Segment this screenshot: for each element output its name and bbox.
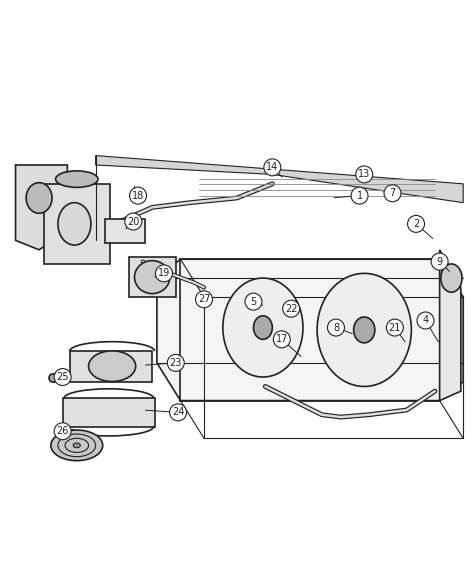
- Text: 17: 17: [275, 334, 288, 344]
- Ellipse shape: [441, 264, 462, 292]
- Ellipse shape: [135, 260, 170, 294]
- Circle shape: [167, 354, 184, 371]
- Ellipse shape: [89, 351, 136, 381]
- Text: 23: 23: [170, 358, 182, 368]
- Circle shape: [54, 423, 71, 440]
- Text: 21: 21: [389, 323, 401, 332]
- Ellipse shape: [354, 317, 375, 343]
- Ellipse shape: [58, 202, 91, 245]
- Text: 14: 14: [266, 162, 278, 172]
- Polygon shape: [63, 398, 155, 427]
- Circle shape: [408, 216, 425, 232]
- Text: 4: 4: [422, 316, 428, 325]
- Polygon shape: [70, 351, 152, 382]
- Text: 8: 8: [333, 323, 339, 332]
- Text: 5: 5: [250, 297, 256, 306]
- Polygon shape: [105, 219, 145, 243]
- Circle shape: [283, 300, 300, 317]
- Text: 22: 22: [285, 304, 298, 314]
- Polygon shape: [44, 184, 110, 264]
- Circle shape: [264, 159, 281, 176]
- Circle shape: [170, 404, 187, 421]
- Ellipse shape: [317, 273, 411, 386]
- Text: 26: 26: [56, 426, 69, 436]
- Circle shape: [245, 293, 262, 310]
- Ellipse shape: [223, 278, 303, 377]
- Ellipse shape: [26, 183, 52, 213]
- Circle shape: [196, 291, 212, 308]
- Ellipse shape: [73, 443, 80, 448]
- Polygon shape: [439, 250, 461, 401]
- Text: 27: 27: [198, 294, 210, 304]
- Text: 7: 7: [389, 188, 396, 198]
- Circle shape: [54, 369, 71, 385]
- Text: 18: 18: [132, 190, 144, 201]
- Polygon shape: [16, 165, 67, 250]
- Circle shape: [125, 213, 142, 230]
- Ellipse shape: [254, 316, 273, 339]
- Circle shape: [386, 319, 403, 336]
- Circle shape: [129, 187, 146, 204]
- Circle shape: [351, 187, 368, 204]
- Text: 20: 20: [127, 217, 139, 227]
- Text: 9: 9: [437, 256, 443, 267]
- Ellipse shape: [55, 171, 98, 187]
- Text: 25: 25: [56, 372, 69, 382]
- Polygon shape: [128, 257, 176, 297]
- Text: 2: 2: [413, 219, 419, 229]
- Ellipse shape: [51, 430, 103, 461]
- Text: 13: 13: [358, 170, 370, 179]
- Text: 19: 19: [158, 269, 170, 278]
- Circle shape: [328, 319, 345, 336]
- Polygon shape: [157, 259, 463, 401]
- Circle shape: [155, 265, 173, 282]
- Ellipse shape: [49, 374, 57, 382]
- Text: 1: 1: [356, 190, 363, 201]
- Text: 24: 24: [172, 407, 184, 417]
- Circle shape: [356, 166, 373, 183]
- Circle shape: [431, 253, 448, 270]
- Circle shape: [417, 312, 434, 329]
- Polygon shape: [96, 156, 463, 202]
- Circle shape: [273, 331, 290, 348]
- Circle shape: [384, 185, 401, 202]
